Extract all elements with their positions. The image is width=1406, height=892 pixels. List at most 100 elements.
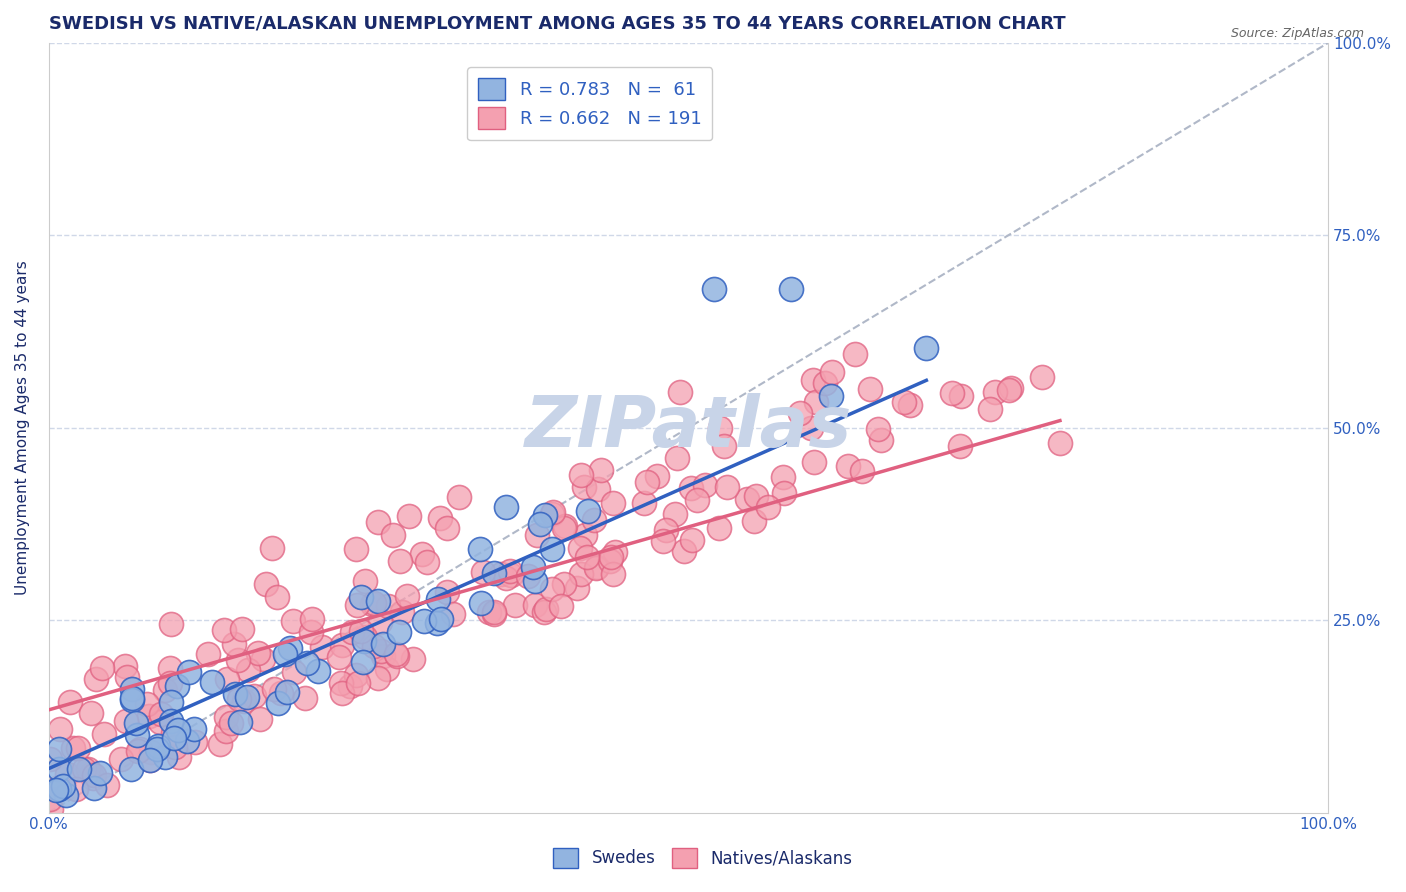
Point	[295, 657, 318, 671]
Point	[55, 789, 77, 803]
Point	[533, 508, 555, 522]
Point	[599, 550, 621, 565]
Point	[441, 607, 464, 621]
Point	[246, 646, 269, 660]
Point	[533, 605, 555, 619]
Point	[278, 641, 301, 656]
Text: SWEDISH VS NATIVE/ALASKAN UNEMPLOYMENT AMONG AGES 35 TO 44 YEARS CORRELATION CHA: SWEDISH VS NATIVE/ALASKAN UNEMPLOYMENT A…	[49, 15, 1066, 33]
Point	[110, 752, 132, 766]
Point	[472, 565, 495, 579]
Point	[868, 422, 890, 436]
Point	[713, 440, 735, 454]
Point	[391, 605, 413, 619]
Point	[522, 560, 544, 574]
Point	[949, 439, 972, 453]
Point	[681, 533, 703, 548]
Point	[46, 780, 69, 795]
Point	[209, 737, 232, 751]
Point	[541, 582, 564, 597]
Point	[941, 386, 963, 401]
Point	[141, 746, 163, 760]
Point	[45, 782, 67, 797]
Point	[162, 726, 184, 740]
Point	[155, 750, 177, 764]
Point	[252, 651, 274, 665]
Point	[354, 631, 377, 645]
Point	[576, 504, 599, 518]
Point	[65, 781, 87, 796]
Point	[62, 740, 84, 755]
Point	[773, 485, 796, 500]
Point	[330, 676, 353, 690]
Point	[398, 509, 420, 524]
Point	[346, 598, 368, 612]
Point	[283, 614, 305, 628]
Point	[219, 716, 242, 731]
Point	[299, 624, 322, 639]
Point	[352, 656, 374, 670]
Point	[276, 685, 298, 699]
Point	[540, 507, 562, 521]
Point	[898, 398, 921, 412]
Point	[526, 528, 548, 542]
Point	[413, 614, 436, 628]
Point	[742, 514, 765, 528]
Point	[367, 594, 389, 608]
Point	[870, 434, 893, 448]
Point	[950, 389, 973, 403]
Point	[346, 676, 368, 690]
Point	[381, 527, 404, 541]
Point	[709, 421, 731, 435]
Point	[242, 689, 264, 703]
Text: Source: ZipAtlas.com: Source: ZipAtlas.com	[1230, 27, 1364, 40]
Point	[139, 753, 162, 767]
Point	[80, 706, 103, 721]
Point	[495, 500, 517, 515]
Point	[709, 521, 731, 535]
Point	[160, 714, 183, 728]
Point	[436, 585, 458, 599]
Point	[301, 612, 323, 626]
Point	[574, 527, 596, 541]
Point	[915, 341, 938, 355]
Point	[48, 781, 70, 796]
Point	[59, 695, 82, 709]
Point	[162, 731, 184, 746]
Point	[184, 734, 207, 748]
Point	[155, 683, 177, 698]
Point	[586, 559, 609, 574]
Point	[82, 771, 104, 785]
Point	[568, 541, 591, 556]
Point	[150, 706, 173, 721]
Point	[125, 728, 148, 742]
Point	[655, 523, 678, 537]
Point	[384, 647, 406, 661]
Point	[489, 566, 512, 581]
Point	[226, 653, 249, 667]
Point	[388, 625, 411, 640]
Point	[48, 741, 70, 756]
Point	[645, 468, 668, 483]
Point	[339, 679, 361, 693]
Point	[375, 662, 398, 676]
Point	[681, 481, 703, 495]
Point	[83, 781, 105, 796]
Point	[602, 496, 624, 510]
Point	[427, 591, 450, 606]
Point	[482, 605, 505, 619]
Point	[534, 601, 557, 615]
Point	[201, 675, 224, 690]
Point	[553, 577, 575, 591]
Point	[217, 672, 239, 686]
Point	[893, 395, 915, 409]
Point	[163, 739, 186, 754]
Point	[146, 741, 169, 756]
Point	[363, 596, 385, 610]
Point	[370, 615, 392, 629]
Point	[672, 544, 695, 558]
Point	[820, 388, 842, 402]
Point	[1000, 381, 1022, 395]
Point	[540, 542, 562, 557]
Point	[167, 750, 190, 764]
Point	[859, 382, 882, 396]
